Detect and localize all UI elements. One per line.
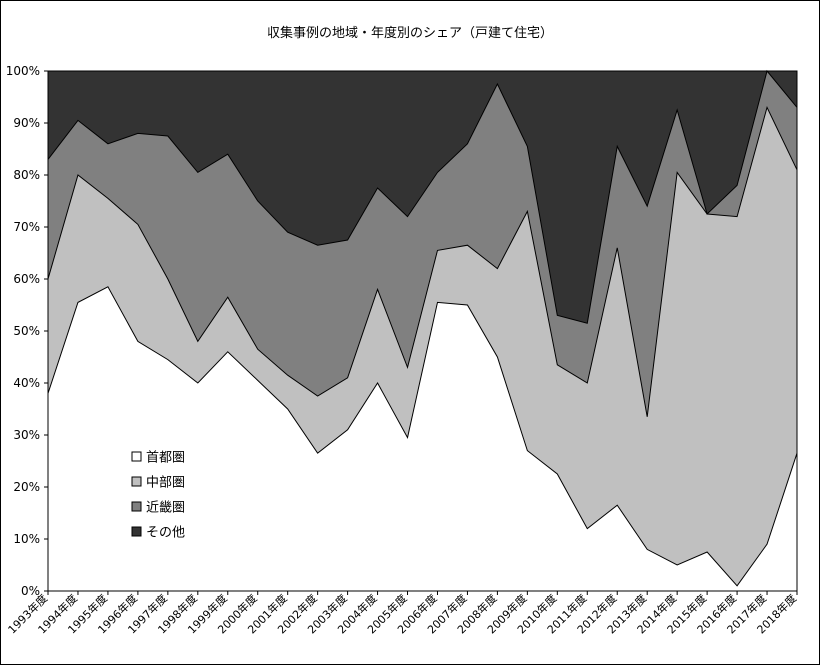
legend-swatch bbox=[131, 526, 142, 537]
area-その他 bbox=[48, 71, 797, 324]
y-tick-label: 50% bbox=[13, 324, 40, 338]
x-tick-labels: 1993年度1994年度1995年度1996年度1997年度1998年度1999… bbox=[5, 591, 799, 636]
area-首都圏 bbox=[48, 286, 797, 591]
y-tick-labels: 0% 10% 20% 30% 40% 50% 60% 70% 80% 90% 100% bbox=[6, 64, 40, 598]
legend-label: その他 bbox=[146, 526, 185, 541]
chart-title: 収集事例の地域・年度別のシェア（戸建て住宅） bbox=[266, 26, 553, 41]
y-tick-label: 70% bbox=[13, 220, 40, 234]
area-中部圏 bbox=[48, 107, 797, 586]
y-tick-label: 20% bbox=[13, 480, 40, 494]
y-tick-label: 0% bbox=[21, 584, 40, 598]
legend-swatch bbox=[131, 451, 142, 462]
y-tick-label: 60% bbox=[13, 272, 40, 286]
y-tick-label: 10% bbox=[13, 532, 40, 546]
y-tick-label: 80% bbox=[13, 168, 40, 182]
legend-swatch bbox=[131, 501, 142, 512]
legend-label: 近畿圏 bbox=[146, 501, 185, 516]
series-line-首都圏 bbox=[47, 286, 798, 587]
legend-swatch bbox=[131, 476, 142, 487]
y-tick-label: 40% bbox=[13, 376, 40, 390]
legend-label: 中部圏 bbox=[146, 476, 185, 491]
series-line-中部圏 bbox=[47, 105, 798, 417]
y-tick-label: 90% bbox=[13, 116, 40, 130]
y-tick-label: 30% bbox=[13, 428, 40, 442]
area-近畿圏 bbox=[48, 71, 797, 417]
y-tick-label: 100% bbox=[6, 64, 40, 78]
legend-label: 首都圏 bbox=[146, 451, 185, 466]
series-line-近畿圏 bbox=[47, 69, 798, 324]
axes-layer bbox=[44, 70, 798, 595]
